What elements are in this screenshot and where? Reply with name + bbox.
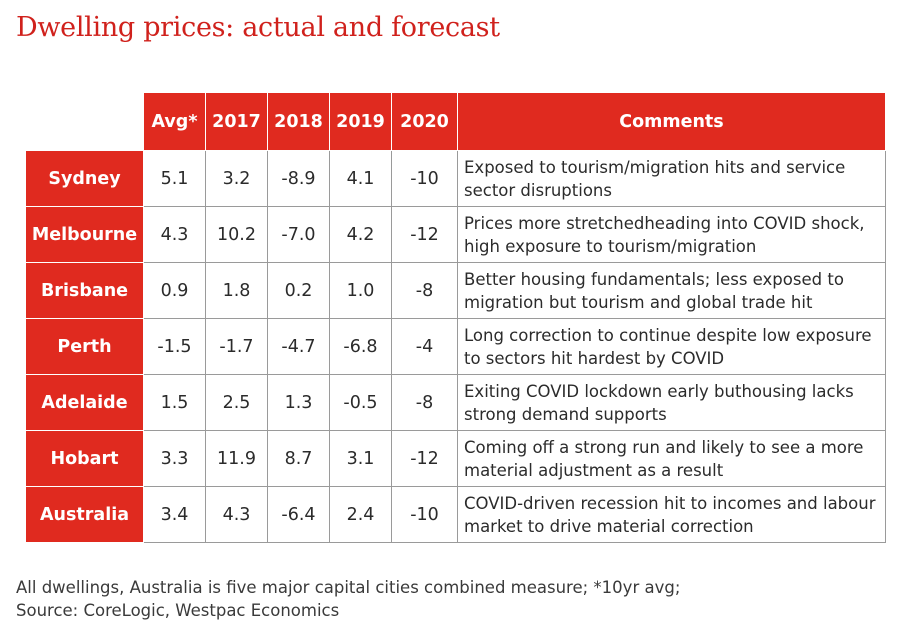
cell-2017: -1.7 (205, 318, 268, 375)
cell-2019: 3.1 (329, 430, 392, 487)
table-row-brisbane: Brisbane 0.9 1.8 0.2 1.0 -8 Better housi… (25, 262, 886, 319)
cell-2020: -10 (391, 150, 458, 207)
table-row-hobart: Hobart 3.3 11.9 8.7 3.1 -12 Coming off a… (25, 430, 886, 487)
cell-2017: 11.9 (205, 430, 268, 487)
cell-2018: 1.3 (267, 374, 330, 431)
cell-avg: 4.3 (143, 206, 206, 263)
cell-comment: Exiting COVID lockdown early buthousing … (457, 374, 886, 431)
cell-avg: 1.5 (143, 374, 206, 431)
header-2017: 2017 (205, 92, 268, 151)
footnote: All dwellings, Australia is five major c… (16, 576, 680, 622)
header-2019: 2019 (329, 92, 392, 151)
cell-avg: -1.5 (143, 318, 206, 375)
table-header-row: Avg* 2017 2018 2019 2020 Comments (25, 92, 886, 151)
cell-2018: -4.7 (267, 318, 330, 375)
cell-2018: -6.4 (267, 486, 330, 543)
cell-2017: 10.2 (205, 206, 268, 263)
cell-comment: Exposed to tourism/migration hits and se… (457, 150, 886, 207)
cell-2019: 4.2 (329, 206, 392, 263)
dwelling-prices-table: Avg* 2017 2018 2019 2020 Comments Sydney… (25, 92, 886, 543)
header-avg: Avg* (143, 92, 206, 151)
table-row-australia: Australia 3.4 4.3 -6.4 2.4 -10 COVID-dri… (25, 486, 886, 543)
cell-2019: 4.1 (329, 150, 392, 207)
row-label: Sydney (25, 150, 144, 207)
cell-2019: -0.5 (329, 374, 392, 431)
cell-2018: -8.9 (267, 150, 330, 207)
row-label: Adelaide (25, 374, 144, 431)
cell-avg: 3.4 (143, 486, 206, 543)
cell-2020: -12 (391, 430, 458, 487)
cell-2017: 2.5 (205, 374, 268, 431)
cell-2020: -8 (391, 374, 458, 431)
cell-2020: -8 (391, 262, 458, 319)
row-label: Perth (25, 318, 144, 375)
cell-avg: 0.9 (143, 262, 206, 319)
footnote-source: Source: CoreLogic, Westpac Economics (16, 601, 340, 620)
cell-2017: 3.2 (205, 150, 268, 207)
cell-2019: 1.0 (329, 262, 392, 319)
cell-2019: 2.4 (329, 486, 392, 543)
header-comments: Comments (457, 92, 886, 151)
cell-2018: 0.2 (267, 262, 330, 319)
row-label: Melbourne (25, 206, 144, 263)
table-row-perth: Perth -1.5 -1.7 -4.7 -6.8 -4 Long correc… (25, 318, 886, 375)
row-label: Hobart (25, 430, 144, 487)
page-title: Dwelling prices: actual and forecast (16, 12, 500, 43)
cell-2018: 8.7 (267, 430, 330, 487)
footnote-line-1: All dwellings, Australia is five major c… (16, 578, 681, 597)
cell-comment: Better housing fundamentals; less expose… (457, 262, 886, 319)
cell-comment: COVID-driven recession hit to incomes an… (457, 486, 886, 543)
table-row-adelaide: Adelaide 1.5 2.5 1.3 -0.5 -8 Exiting COV… (25, 374, 886, 431)
header-2018: 2018 (267, 92, 330, 151)
cell-comment: Coming off a strong run and likely to se… (457, 430, 886, 487)
header-2020: 2020 (391, 92, 458, 151)
table-row-melbourne: Melbourne 4.3 10.2 -7.0 4.2 -12 Prices m… (25, 206, 886, 263)
row-label: Brisbane (25, 262, 144, 319)
row-label: Australia (25, 486, 144, 543)
cell-avg: 5.1 (143, 150, 206, 207)
cell-2018: -7.0 (267, 206, 330, 263)
cell-comment: Long correction to continue despite low … (457, 318, 886, 375)
header-empty-cell (25, 92, 144, 151)
cell-avg: 3.3 (143, 430, 206, 487)
cell-2017: 4.3 (205, 486, 268, 543)
cell-2020: -10 (391, 486, 458, 543)
cell-comment: Prices more stretchedheading into COVID … (457, 206, 886, 263)
cell-2020: -4 (391, 318, 458, 375)
cell-2019: -6.8 (329, 318, 392, 375)
cell-2020: -12 (391, 206, 458, 263)
cell-2017: 1.8 (205, 262, 268, 319)
table-row-sydney: Sydney 5.1 3.2 -8.9 4.1 -10 Exposed to t… (25, 150, 886, 207)
